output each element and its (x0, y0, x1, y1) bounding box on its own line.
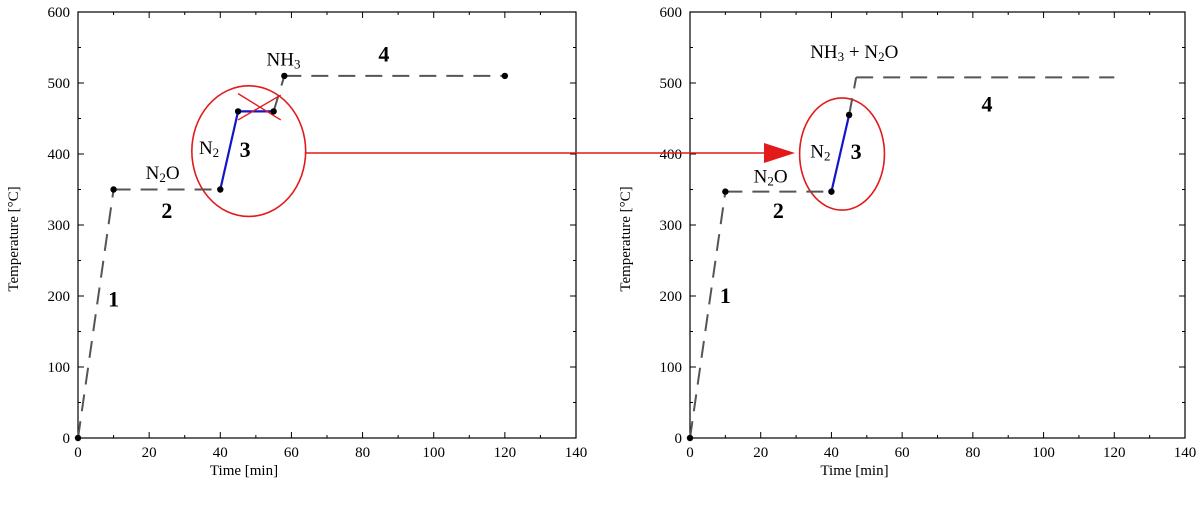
x-tick-label: 40 (213, 445, 228, 461)
annotation-label: NH3 (267, 49, 301, 71)
y-tick-label: 100 (48, 360, 71, 376)
phase-label: 1 (108, 287, 119, 312)
x-tick-label: 100 (1032, 445, 1055, 461)
phase-label: 1 (720, 283, 731, 308)
data-point (217, 186, 224, 193)
y-tick-label: 600 (660, 5, 683, 21)
y-tick-label: 0 (63, 431, 71, 447)
annotation-label: N2O (754, 166, 788, 188)
annotation-text: O (774, 166, 788, 187)
data-point (722, 188, 729, 195)
x-tick-label: 0 (686, 445, 694, 461)
x-tick-label: 100 (422, 445, 445, 461)
annotation-subscript: 2 (824, 149, 831, 164)
dashed-segment (848, 77, 858, 116)
x-tick-label: 80 (355, 445, 370, 461)
y-tick-label: 400 (48, 147, 71, 163)
annotation-subscript: 2 (767, 174, 774, 189)
annotation-text: N (810, 142, 824, 163)
annotation-label: N2O (146, 163, 180, 185)
chart-left: 0 20 40 60 80 100 120 140 0 100 200 300 400 500 600 Tim… (6, 5, 587, 479)
annotation-subscript: 2 (878, 49, 885, 64)
x-tick-label: 120 (494, 445, 517, 461)
plot-frame (689, 11, 1186, 439)
y-tick-label: 100 (660, 360, 683, 376)
data-point (270, 108, 277, 115)
annotation-text: N (199, 138, 213, 159)
x-axis-title: Time [min] (820, 463, 888, 479)
annotation-subscript: 2 (213, 145, 220, 160)
annotation-text: O (166, 163, 180, 184)
annotation-label: N2 (810, 142, 830, 164)
dashed-segment (689, 191, 727, 439)
phase-label: 3 (851, 139, 862, 164)
y-tick-label: 500 (48, 76, 71, 92)
annotation-subscript: 3 (294, 57, 301, 72)
phase-label: 2 (161, 198, 172, 223)
annotation-text: NH (267, 49, 295, 70)
x-axis-title: Time [min] (210, 463, 278, 479)
connector-arrow (306, 143, 795, 163)
data-point (281, 72, 288, 80)
y-tick-label: 200 (48, 289, 71, 305)
data-point (686, 434, 694, 442)
annotation-text: + N (844, 42, 878, 63)
x-tick-label: 140 (565, 445, 588, 461)
annotation-text: O (885, 42, 899, 63)
x-tick-label: 60 (284, 445, 299, 461)
cross-mark-line (237, 94, 282, 121)
annotation-subscript: 3 (838, 49, 845, 64)
highlight-circle (798, 97, 886, 211)
data-point (828, 188, 835, 195)
x-tick-label: 20 (753, 445, 768, 461)
dashed-segment (77, 189, 115, 439)
x-tick-label: 0 (74, 445, 82, 461)
phase-label: 4 (982, 91, 993, 116)
data-point (110, 186, 117, 193)
y-tick-label: 200 (660, 289, 683, 305)
y-tick-label: 400 (660, 147, 683, 163)
phase-label: 4 (378, 42, 389, 67)
phase-label: 3 (240, 137, 251, 162)
phase-label: 2 (773, 198, 784, 223)
y-tick-label: 0 (675, 431, 683, 447)
chart-right: 0 20 40 60 80 100 120 140 0 100 200 300 400 500 600 Tim… (618, 5, 1196, 479)
data-point (501, 72, 509, 80)
y-tick-label: 600 (48, 5, 71, 21)
x-tick-label: 120 (1103, 445, 1126, 461)
annotation-label: N2 (199, 138, 219, 160)
highlight-circle (191, 85, 307, 218)
x-tick-label: 40 (824, 445, 839, 461)
annotation-text: N (146, 163, 160, 184)
y-axis-title: Temperature [°C] (6, 186, 22, 291)
annotation-text: NH (810, 42, 838, 63)
connector-arrowhead (764, 143, 795, 163)
annotation-text: N (754, 166, 768, 187)
y-tick-label: 300 (48, 218, 71, 234)
annotation-label: NH3 + N2O (810, 42, 898, 64)
solid-segment (830, 114, 851, 192)
y-tick-label: 300 (660, 218, 683, 234)
x-tick-label: 60 (895, 445, 910, 461)
x-tick-label: 80 (965, 445, 980, 461)
y-axis-title: Temperature [°C] (618, 186, 634, 291)
annotation-subscript: 2 (159, 170, 166, 185)
dashed-segment (272, 75, 286, 112)
x-tick-label: 20 (142, 445, 157, 461)
x-tick-label: 140 (1174, 445, 1197, 461)
data-point (845, 111, 853, 119)
data-point (74, 434, 82, 442)
data-point (234, 108, 242, 115)
y-tick-label: 500 (660, 76, 683, 92)
